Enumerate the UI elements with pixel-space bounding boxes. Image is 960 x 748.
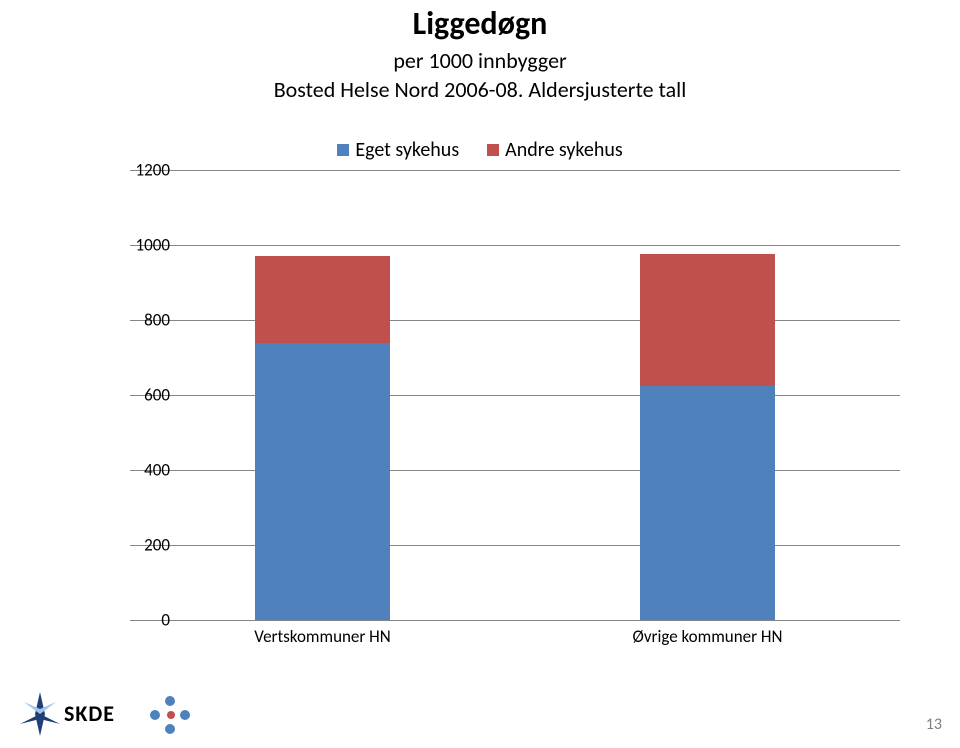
ytick-label: 1000	[90, 235, 170, 256]
ytick-label: 600	[90, 385, 170, 406]
gridline	[130, 620, 900, 621]
logo-dot	[165, 724, 175, 734]
logo-dot	[180, 710, 190, 720]
logo-dot	[150, 710, 160, 720]
legend-item-andre: Andre sykehus	[487, 138, 623, 162]
gridline	[130, 545, 900, 546]
subtitle-line-2: Bosted Helse Nord 2006-08. Aldersjustert…	[274, 76, 687, 103]
bar-segment	[640, 254, 775, 385]
xtick-label: Vertskommuner HN	[254, 626, 390, 647]
ytick-label: 400	[90, 460, 170, 481]
legend-label-eget: Eget sykehus	[355, 138, 459, 162]
legend-swatch-eget	[337, 144, 349, 156]
subtitle-line-1: per 1000 innbygger	[393, 47, 566, 74]
skde-star-icon	[18, 690, 62, 736]
gridline	[130, 245, 900, 246]
legend-item-eget: Eget sykehus	[337, 138, 459, 162]
gridline	[130, 320, 900, 321]
bar-group	[255, 170, 390, 620]
bar-group	[640, 170, 775, 620]
logo-area: SKDE	[18, 690, 195, 736]
gridline	[130, 470, 900, 471]
bar-segment	[640, 386, 775, 620]
skde-logo-text: SKDE	[64, 700, 115, 727]
gridline	[130, 395, 900, 396]
legend-label-andre: Andre sykehus	[505, 138, 623, 162]
ytick-label: 1200	[90, 160, 170, 181]
skde-logo: SKDE	[18, 690, 115, 736]
logo-dot	[167, 711, 175, 719]
bar-segment	[255, 256, 390, 342]
xtick-label: Øvrige kommuner HN	[633, 626, 783, 647]
bar-segment	[255, 343, 390, 621]
title-block: Liggedøgn per 1000 innbygger Bosted Hels…	[0, 4, 960, 104]
logo-dot	[165, 696, 175, 706]
chart-subtitle: per 1000 innbygger Bosted Helse Nord 200…	[0, 47, 960, 104]
chart-area: 020040060080010001200Vertskommuner HNØvr…	[80, 170, 900, 650]
legend-swatch-andre	[487, 144, 499, 156]
ytick-label: 0	[90, 610, 170, 631]
ytick-label: 800	[90, 310, 170, 331]
dots-logo	[145, 696, 195, 736]
ytick-label: 200	[90, 535, 170, 556]
slide: Liggedøgn per 1000 innbygger Bosted Hels…	[0, 0, 960, 748]
plot-area: 020040060080010001200Vertskommuner HNØvr…	[130, 170, 900, 620]
legend: Eget sykehus Andre sykehus	[0, 138, 960, 162]
page-number: 13	[926, 715, 942, 734]
chart-title: Liggedøgn	[0, 4, 960, 43]
gridline	[130, 170, 900, 171]
